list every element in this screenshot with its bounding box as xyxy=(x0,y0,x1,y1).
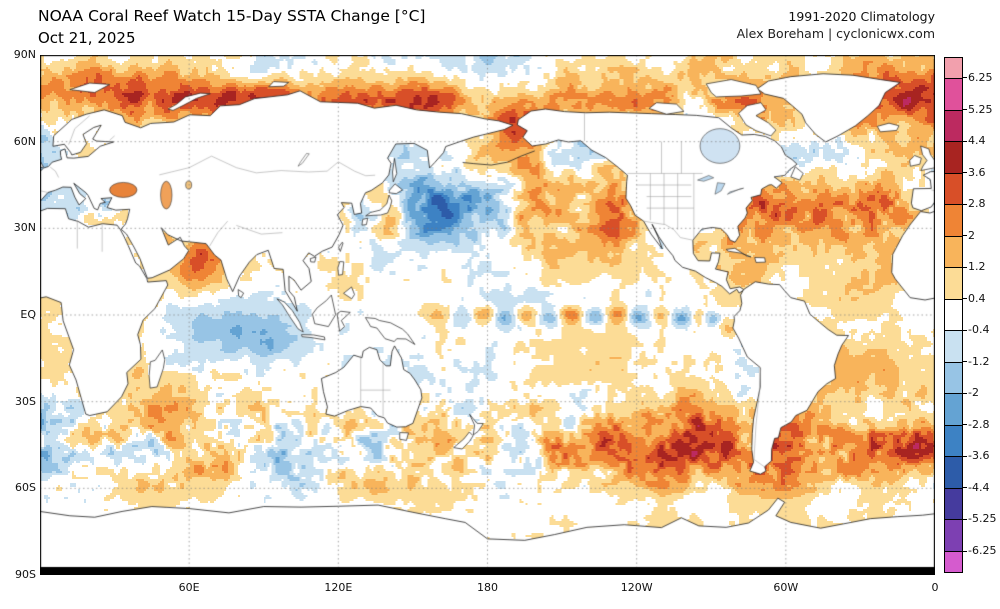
map-overlay-canvas xyxy=(40,55,935,575)
colorbar-segment xyxy=(945,236,962,268)
lon-axis-label: 120E xyxy=(324,581,353,594)
colorbar-separator xyxy=(945,330,962,332)
lon-axis-label: 60E xyxy=(178,581,200,594)
colorbar-tick-label: 4.4 xyxy=(968,134,986,148)
colorbar-segment xyxy=(945,425,962,457)
colorbar-separator xyxy=(945,109,962,111)
colorbar-separator xyxy=(945,172,962,174)
map-area xyxy=(40,55,935,575)
colorbar-segment xyxy=(945,110,962,142)
lat-axis-label: 90N xyxy=(13,48,36,61)
colorbar-tick-label: -2.8 xyxy=(968,417,990,431)
colorbar-tick xyxy=(963,77,967,79)
lon-axis-label: 60W xyxy=(773,581,799,594)
colorbar-tick xyxy=(963,424,967,426)
colorbar-tick xyxy=(963,550,967,552)
colorbar-tick-label: 2.8 xyxy=(968,197,986,211)
lat-axis-label: EQ xyxy=(20,308,36,321)
colorbar-segment xyxy=(945,362,962,394)
lon-axis-label: 120W xyxy=(620,581,653,594)
colorbar-tick-label: 6.25 xyxy=(968,70,993,84)
colorbar-tick xyxy=(963,266,967,268)
colorbar-tick xyxy=(963,140,967,142)
lon-axis-label: 0 xyxy=(931,581,939,594)
colorbar-tick-label: -0.4 xyxy=(968,323,990,337)
climatology-label: 1991-2020 Climatology xyxy=(788,9,935,24)
colorbar-tick-label: -2 xyxy=(968,386,979,400)
colorbar-segment xyxy=(945,173,962,205)
colorbar-separator xyxy=(945,456,962,458)
colorbar-separator xyxy=(945,235,962,237)
colorbar-tick-label: 0.4 xyxy=(968,291,986,305)
colorbar-tick-label: -4.4 xyxy=(968,480,990,494)
colorbar-segment xyxy=(945,78,962,111)
lat-axis-label: 30S xyxy=(15,394,36,408)
colorbar-tick-label: 1.2 xyxy=(968,260,986,274)
colorbar-separator xyxy=(945,551,962,552)
lat-axis-label: 60N xyxy=(13,134,36,148)
colorbar-segment xyxy=(945,393,962,426)
colorbar-separator xyxy=(945,424,962,426)
lat-axis-label: 30N xyxy=(13,221,36,235)
colorbar-tick xyxy=(963,518,967,520)
colorbar-segment xyxy=(945,456,962,489)
colorbar-tick xyxy=(963,487,967,489)
colorbar-tick-label: -3.6 xyxy=(968,449,990,463)
colorbar-tick-label: 3.6 xyxy=(968,165,986,179)
colorbar-tick-label: 2 xyxy=(968,228,975,242)
colorbar-segment xyxy=(945,488,962,520)
colorbar-tick xyxy=(963,172,967,174)
colorbar-segment xyxy=(945,204,962,237)
colorbar-tick-label: 5.25 xyxy=(968,102,993,116)
credit-label: Alex Boreham | cyclonicwx.com xyxy=(736,26,935,41)
colorbar-segment xyxy=(945,330,962,363)
colorbar-tick xyxy=(963,392,967,394)
colorbar-tick xyxy=(963,109,967,111)
page-title: NOAA Coral Reef Watch 15-Day SSTA Change… xyxy=(38,7,426,25)
colorbar-separator xyxy=(945,77,962,79)
colorbar-tick xyxy=(963,235,967,237)
colorbar-separator xyxy=(945,487,962,489)
colorbar-segment xyxy=(945,519,962,552)
colorbar-tick xyxy=(963,298,967,300)
colorbar-separator xyxy=(945,267,962,269)
colorbar xyxy=(944,57,963,573)
colorbar-segment xyxy=(945,299,962,331)
colorbar-segment xyxy=(945,267,962,300)
colorbar-segment xyxy=(945,141,962,174)
colorbar-separator xyxy=(945,204,962,206)
colorbar-separator xyxy=(945,393,962,395)
colorbar-separator xyxy=(945,519,962,521)
colorbar-separator xyxy=(945,361,962,363)
colorbar-segment xyxy=(945,551,962,572)
colorbar-tick xyxy=(963,203,967,205)
lat-axis-label: 60S xyxy=(15,481,36,495)
colorbar-separator xyxy=(945,298,962,300)
colorbar-tick-label: -5.25 xyxy=(968,512,997,526)
colorbar-tick-label: -1.2 xyxy=(968,354,990,368)
date-label: Oct 21, 2025 xyxy=(38,29,136,47)
colorbar-tick xyxy=(963,329,967,331)
lat-axis-label: 90S xyxy=(15,568,36,581)
colorbar-separator xyxy=(945,141,962,143)
lon-axis-label: 180 xyxy=(477,581,498,594)
colorbar-tick xyxy=(963,455,967,457)
colorbar-tick xyxy=(963,361,967,363)
colorbar-tick-label: -6.25 xyxy=(968,544,997,557)
colorbar-segment xyxy=(945,58,962,79)
